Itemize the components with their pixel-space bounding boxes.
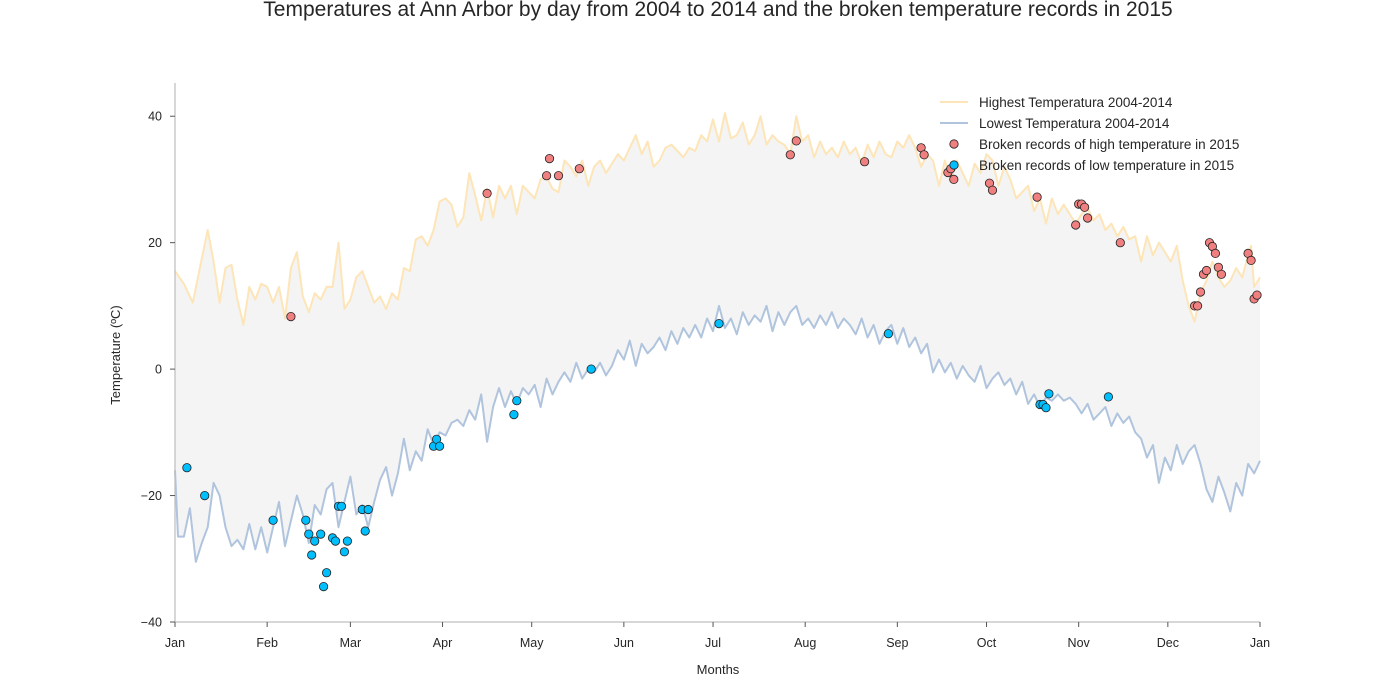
low-record-point xyxy=(1103,392,1114,402)
low-record-point xyxy=(268,515,278,525)
y-tick-label: 0 xyxy=(155,363,162,377)
y-axis-label: Temperature (ºC) xyxy=(108,305,123,404)
high-record-point xyxy=(541,171,552,181)
low-record-point xyxy=(200,490,210,501)
high-record-point xyxy=(1193,301,1203,311)
high-record-point xyxy=(1252,290,1262,300)
y-tick-label: −40 xyxy=(141,616,162,630)
legend-item: Broken records of high temperature in 20… xyxy=(949,137,1239,152)
x-tick-label: Jan xyxy=(165,636,185,650)
low-record-point xyxy=(586,364,596,374)
x-ticks: Jan Feb Mar Apr May Jun Jul Aug Sep Oct Nov Dec Jan xyxy=(165,622,1270,650)
high-record-point xyxy=(1246,255,1256,265)
low-record-point xyxy=(182,463,192,473)
high-record-point xyxy=(1210,248,1221,258)
x-tick-label: Jun xyxy=(614,636,634,650)
x-tick-label: Aug xyxy=(794,636,816,650)
legend-item: Broken records of low temperature in 201… xyxy=(949,158,1234,173)
low-record-point xyxy=(301,515,311,525)
high-record-point xyxy=(553,171,564,181)
high-record-point xyxy=(859,157,870,167)
x-tick-label: May xyxy=(520,636,544,650)
x-tick-label: Jul xyxy=(705,636,721,650)
legend-item: Lowest Temperatura 2004-2014 xyxy=(940,116,1170,131)
legend-label: Lowest Temperatura 2004-2014 xyxy=(979,116,1170,131)
legend-marker-swatch xyxy=(949,160,959,170)
legend-marker-swatch xyxy=(949,139,959,149)
high-record-point xyxy=(482,188,492,198)
y-tick-label: 20 xyxy=(148,236,162,250)
high-record-point xyxy=(791,136,801,146)
fill-between-band xyxy=(175,113,1260,562)
low-record-point xyxy=(363,504,373,515)
low-record-point xyxy=(310,536,320,546)
legend-label: Broken records of high temperature in 20… xyxy=(979,137,1239,152)
low-record-point xyxy=(336,501,347,511)
low-record-point xyxy=(434,441,445,451)
low-record-point xyxy=(714,318,724,329)
low-record-point xyxy=(316,529,326,539)
high-record-point xyxy=(1195,287,1206,297)
high-record-point xyxy=(1032,192,1042,202)
high-record-point xyxy=(987,185,998,195)
high-record-point xyxy=(286,311,296,322)
low-record-point xyxy=(360,526,370,536)
low-record-point xyxy=(509,409,519,420)
low-record-point xyxy=(307,550,317,560)
legend-label: Highest Temperatura 2004-2014 xyxy=(979,95,1173,110)
high-record-point xyxy=(1080,202,1090,212)
x-axis-label: Months xyxy=(697,662,740,677)
y-ticks: −40 −20 0 20 40 xyxy=(141,110,175,630)
legend-item: Highest Temperatura 2004-2014 xyxy=(940,95,1173,110)
low-record-point xyxy=(1044,389,1054,399)
x-tick-label: Nov xyxy=(1068,636,1091,650)
low-record-point xyxy=(339,547,349,557)
x-tick-label: Sep xyxy=(886,636,908,650)
high-record-point xyxy=(1216,269,1227,279)
legend-label: Broken records of low temperature in 201… xyxy=(979,158,1234,173)
high-record-point xyxy=(1071,220,1081,230)
low-record-point xyxy=(304,529,314,539)
low-record-point xyxy=(321,568,332,578)
low-record-point xyxy=(883,329,894,339)
high-record-point xyxy=(785,150,795,160)
legend: Highest Temperatura 2004-2014 Lowest Temp… xyxy=(940,95,1239,173)
high-record-point xyxy=(1083,213,1093,223)
low-record-point xyxy=(512,396,522,406)
x-tick-label: Feb xyxy=(256,636,278,650)
low-record-point xyxy=(342,536,352,546)
x-tick-label: Apr xyxy=(433,636,452,650)
high-record-point xyxy=(574,164,584,174)
x-tick-label: Oct xyxy=(977,636,997,650)
high-record-point xyxy=(1201,265,1212,276)
high-record-point xyxy=(544,154,555,164)
x-tick-label: Jan xyxy=(1250,636,1270,650)
high-record-point xyxy=(949,174,959,184)
low-record-point xyxy=(1041,403,1051,413)
chart-title: Temperatures at Ann Arbor by day from 20… xyxy=(263,0,1172,21)
series-points xyxy=(182,136,1262,592)
low-temperature-line xyxy=(174,304,1261,563)
low-record-point xyxy=(318,581,329,592)
low-record-point xyxy=(330,536,341,546)
high-record-point xyxy=(919,150,929,160)
x-tick-label: Dec xyxy=(1157,636,1179,650)
x-tick-label: Mar xyxy=(340,636,362,650)
y-tick-label: 40 xyxy=(148,110,162,124)
y-tick-label: −20 xyxy=(141,489,162,503)
fill-between-area xyxy=(175,113,1260,562)
high-record-point xyxy=(1115,238,1125,248)
